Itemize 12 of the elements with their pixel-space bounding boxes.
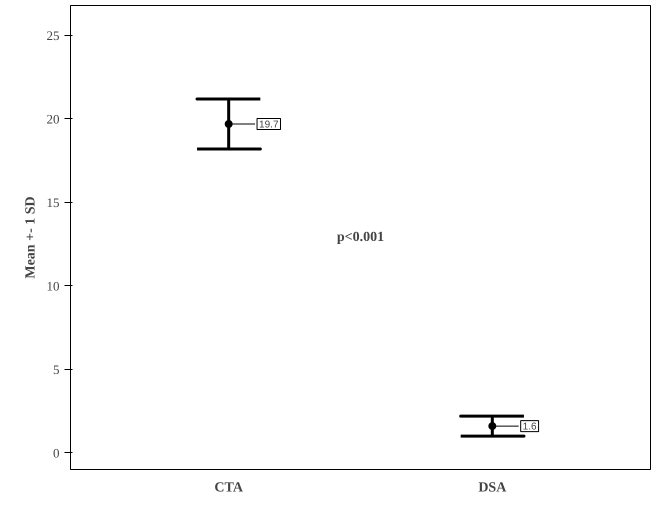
annotation: p<0.001 bbox=[336, 230, 384, 245]
y-axis-title: Mean +- 1 SD bbox=[24, 196, 38, 279]
data-label: 1.6 bbox=[522, 422, 538, 433]
x-tick-label: DSA bbox=[478, 480, 508, 496]
y-tick-label: 25 bbox=[46, 28, 60, 44]
y-tick-label: 20 bbox=[46, 111, 60, 126]
x-tick-label: CTA bbox=[214, 480, 244, 496]
y-tick-label: 10 bbox=[46, 278, 60, 294]
y-tick-label: 15 bbox=[46, 194, 60, 210]
y-tick-label: 0 bbox=[53, 445, 60, 460]
y-tick-label: 5 bbox=[53, 362, 60, 377]
data-label: 19.7 bbox=[259, 120, 279, 131]
